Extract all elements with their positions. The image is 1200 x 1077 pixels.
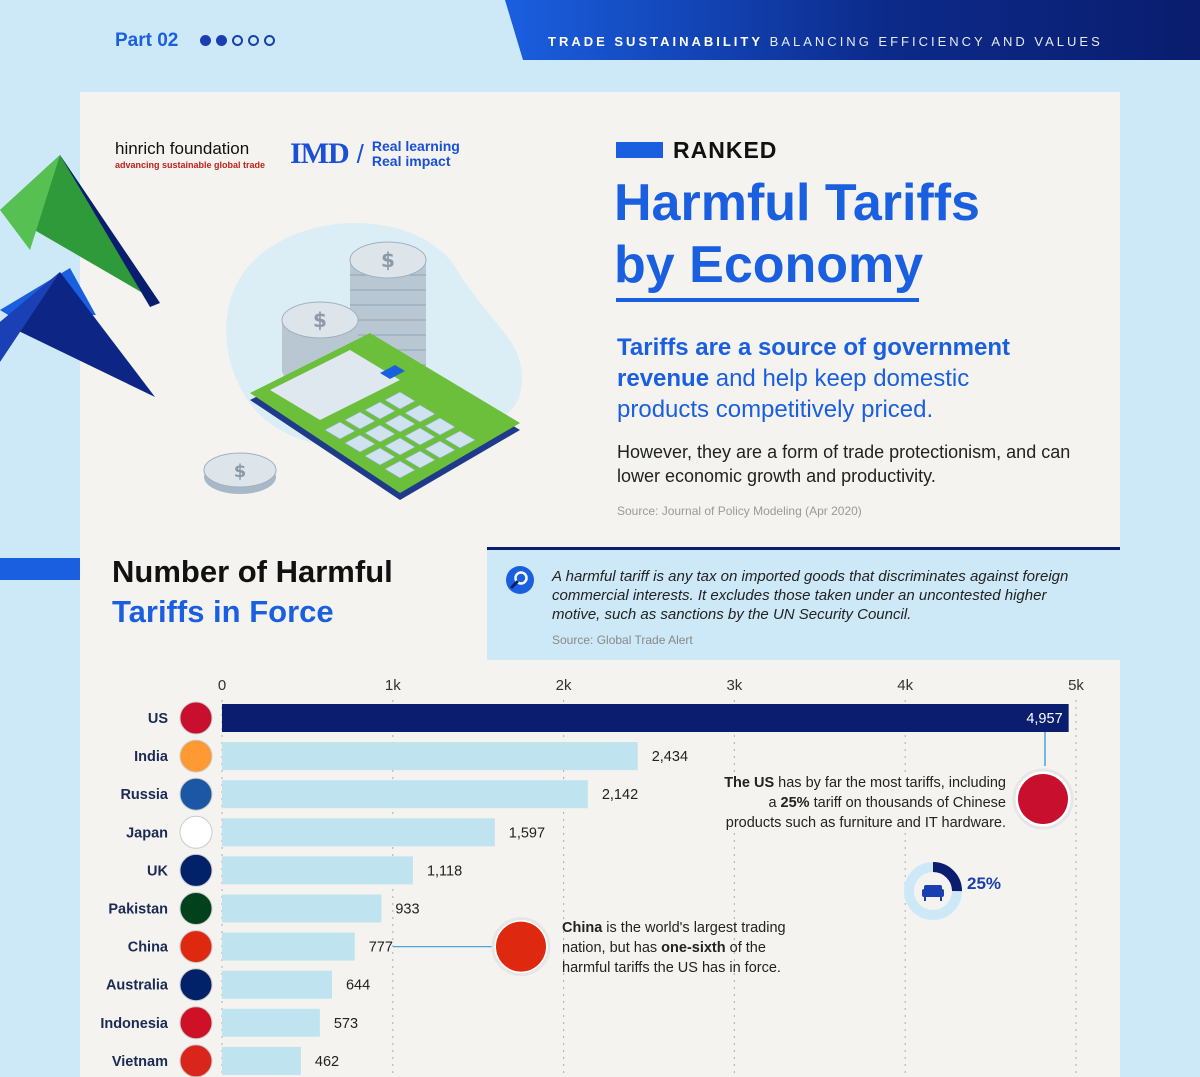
x-tick-label: 4k [897,677,913,694]
hero-source: Source: Journal of Policy Modeling (Apr … [617,504,862,518]
imd-wordmark: IMD [290,137,350,170]
section-title-line-1: Number of Harmful [112,554,393,589]
category-label: Indonesia [100,1016,169,1032]
title-line-2: by Economy [614,236,924,294]
category-label: Pakistan [108,902,168,918]
bar [222,970,332,999]
percent-donut [904,862,962,920]
part-label: Part 02 [115,30,179,51]
value-label: 644 [346,978,370,994]
china-callout: China is the world's largest trading nat… [562,920,786,976]
progress-dot [264,35,275,46]
hinrich-logo: hinrich foundation advancing sustainable… [115,139,265,170]
percent-donut-arc [904,862,962,920]
tariff-bar-chart: 0 1k 2k 3k 4k 5k US 4,957 India 2,434 Russia 2,142 J… [80,660,1120,1077]
vietnam-flag-icon [179,1044,213,1077]
section-accent-bar [0,558,80,580]
value-label: 2,142 [602,787,638,803]
bar [222,1008,320,1037]
svg-text:$: $ [381,248,395,272]
series-heading: TRADE SUSTAINABILITY BALANCING EFFICIENC… [548,34,1103,49]
svg-text:$: $ [234,461,247,482]
hinrich-name: hinrich foundation [115,139,250,158]
china-flag-icon [179,930,213,964]
category-label: Russia [120,787,168,803]
definition-source: Source: Global Trade Alert [552,633,693,647]
progress-dot [200,35,211,46]
imd-tagline: Real learning Real impact [371,138,460,169]
india-flag-icon [179,739,213,773]
bar [222,856,413,885]
series-subtitle: BALANCING EFFICIENCY AND VALUES [769,34,1103,49]
magnifier-icon [506,566,534,594]
decorative-triangle-navy [0,272,155,397]
header-right-banner [505,0,1200,60]
title-underline [616,298,919,302]
category-label: Australia [106,978,169,994]
title-line-1: Harmful Tariffs [614,174,980,232]
bar [222,704,1069,732]
value-label: 933 [395,902,419,918]
definition-text: A harmful tariff is any tax on imported … [552,568,1069,623]
category-label: Vietnam [112,1054,168,1070]
x-tick-label: 3k [726,677,742,694]
hinrich-tagline: advancing sustainable global trade [115,160,266,170]
bar [222,894,382,923]
header-left-panel [0,0,530,60]
value-label: 4,957 [1026,711,1062,727]
category-label: US [148,711,168,727]
section-title: Number of Harmful Tariffs in Force [112,552,393,632]
us-flag-large-fill [1018,774,1068,824]
page-title: Harmful Tariffs by Economy [614,172,980,296]
china-flag-large-fill [496,921,546,972]
indonesia-flag-icon [179,1006,213,1040]
x-tick-label: 0 [218,677,226,694]
value-label: 777 [369,940,393,956]
japan-flag-icon [179,815,213,849]
series-title: TRADE SUSTAINABILITY [548,34,764,49]
pakistan-flag-icon [179,892,213,925]
bar [222,818,495,847]
part-progress-dots [200,35,275,46]
body-paragraph: However, they are a form of trade protec… [617,442,1071,486]
imd-logo: IMD / Real learning Real impact [290,137,460,171]
value-label: 1,118 [427,863,462,879]
value-label: 2,434 [652,749,688,765]
australia-flag-icon [179,968,213,1002]
bar [222,932,355,961]
us-callout: The US has by far the most tariffs, incl… [724,773,1006,833]
ranked-accent-bar [616,142,663,158]
single-coin-icon: $ [203,452,277,494]
calculator-coins-illustration: $ $ $ [203,222,522,500]
progress-dot [216,35,227,46]
percent-label: 25% [967,874,1002,893]
calculator-icon [250,333,520,500]
value-label: 1,597 [509,825,545,841]
x-tick-label: 5k [1068,677,1084,694]
armchair-icon [922,885,944,901]
value-label: 573 [334,1016,358,1032]
bar [222,780,588,809]
ranked-kicker: RANKED [673,137,778,163]
section-title-line-2: Tariffs in Force [112,594,334,629]
progress-dot [248,35,259,46]
russia-flag-icon [179,777,213,811]
bar [222,1046,301,1075]
bar [222,742,638,771]
category-label: India [134,749,169,765]
svg-text:$: $ [313,308,327,332]
value-label: 462 [315,1054,339,1070]
imd-slash: / [356,138,364,169]
us-flag-icon [179,701,213,735]
progress-dot [232,35,243,46]
category-label: China [128,940,169,956]
uk-flag-icon [179,853,213,887]
category-label: UK [147,863,168,879]
x-tick-label: 2k [556,677,572,694]
x-tick-label: 1k [385,677,401,694]
definition-box: A harmful tariff is any tax on imported … [487,547,1120,661]
category-label: Japan [126,825,168,841]
lead-text: Tariffs are a source of government reven… [617,334,1010,423]
